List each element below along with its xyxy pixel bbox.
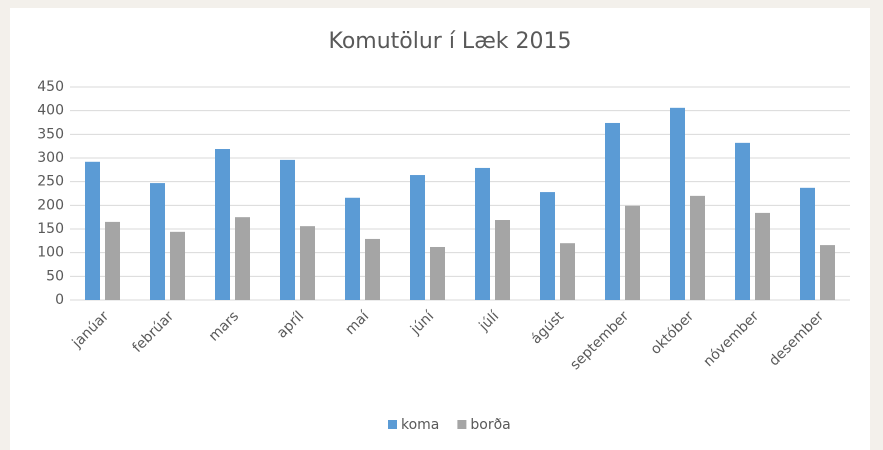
bar: [150, 183, 165, 300]
legend-label: koma: [401, 417, 439, 433]
y-tick-label: 150: [37, 221, 64, 237]
bar: [365, 238, 380, 300]
bar: [495, 220, 510, 300]
bar: [560, 243, 575, 300]
y-tick-label: 400: [37, 103, 64, 119]
bar: [625, 205, 640, 300]
bar: [755, 212, 770, 300]
bar: [475, 167, 490, 300]
bar: [215, 149, 230, 300]
bar: [105, 221, 120, 300]
bar: [300, 226, 315, 300]
legend-swatch: [457, 420, 467, 429]
y-tick-label: 50: [46, 268, 64, 284]
bar: [430, 246, 445, 300]
bar: [820, 245, 835, 300]
chart-title: Komutölur í Læk 2015: [328, 29, 571, 54]
bar: [410, 175, 425, 300]
bar: [800, 187, 815, 300]
y-tick-label: 100: [37, 245, 64, 261]
bar: [85, 161, 100, 300]
y-tick-label: 200: [37, 197, 64, 213]
bar: [345, 197, 360, 300]
bar: [690, 195, 705, 300]
bar: [605, 122, 620, 301]
y-tick-label: 300: [37, 150, 64, 166]
y-tick-label: 250: [37, 174, 64, 190]
bar: [670, 107, 685, 301]
bar: [280, 159, 295, 300]
bar: [540, 192, 555, 300]
bar: [735, 142, 750, 300]
bar: [170, 231, 185, 300]
legend-label: borða: [470, 417, 510, 433]
y-tick-label: 0: [55, 292, 64, 308]
bar: [235, 217, 250, 300]
legend-swatch: [388, 420, 397, 429]
y-tick-label: 450: [37, 79, 64, 95]
y-tick-label: 350: [37, 126, 64, 142]
